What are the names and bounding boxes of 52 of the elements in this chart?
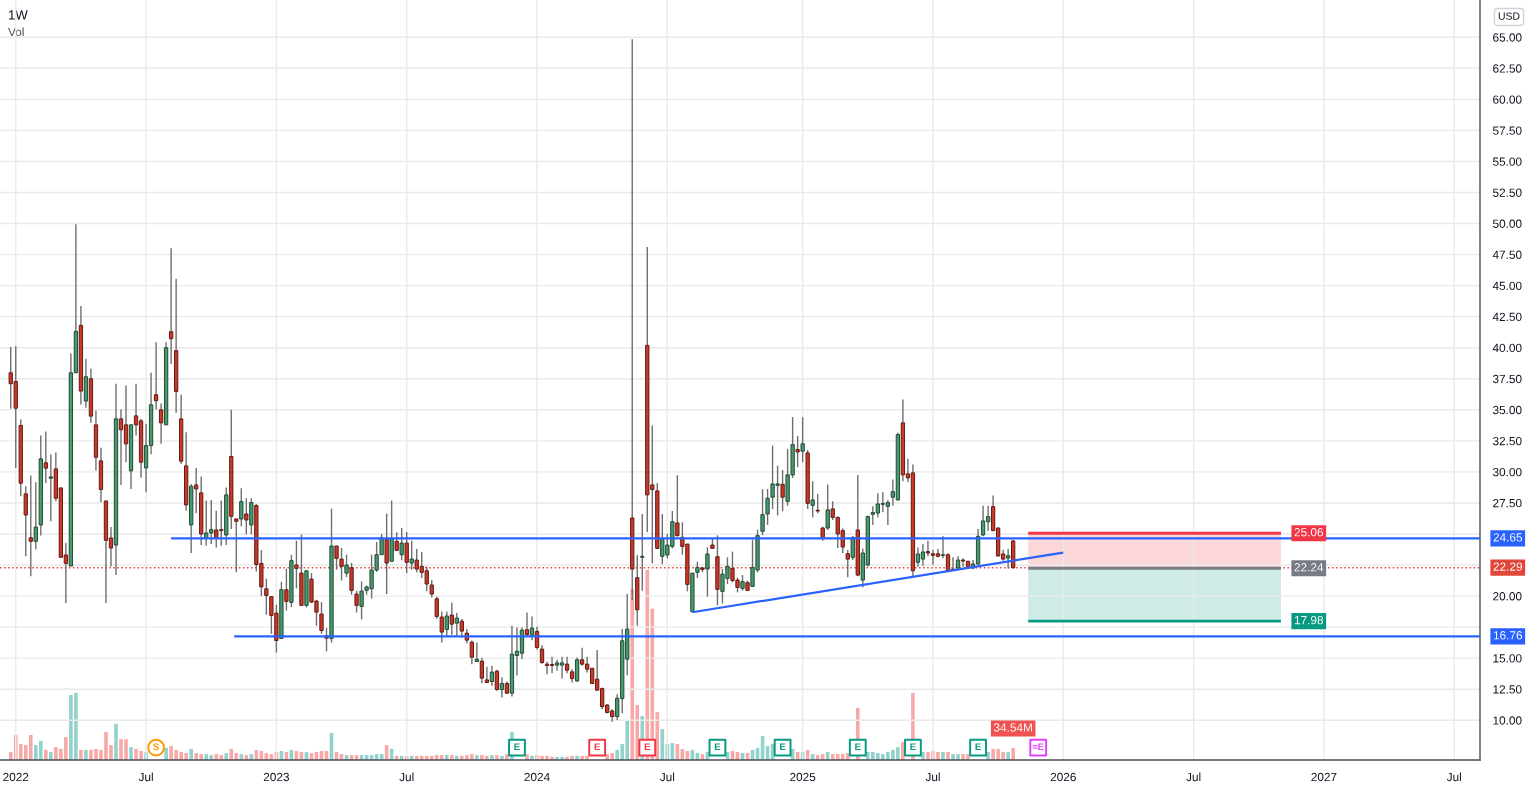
x-tick-label: Jul [1186, 772, 1201, 782]
x-tick-label: Jul [399, 772, 414, 782]
ref-line-label: 22.29 [1493, 562, 1522, 571]
text: Vol [8, 27, 24, 37]
y-tick-label: 62.50 [1493, 64, 1522, 73]
y-tick-label: 57.50 [1492, 126, 1522, 135]
y-tick-label: 12.50 [1493, 685, 1522, 694]
y-tick-label: 37.50 [1492, 374, 1522, 384]
y-tick-label: 60.00 [1493, 95, 1522, 104]
data-label: E [594, 743, 601, 751]
y-tick-label: 50.00 [1492, 219, 1522, 228]
x-tick-label: 2026 [1050, 772, 1076, 782]
x-tick-label: 2024 [524, 772, 550, 782]
y-tick-label: 40.00 [1492, 343, 1522, 353]
data-label: E [514, 743, 520, 751]
x-tick-label: Jul [659, 772, 675, 782]
data-label: 17.98 [1294, 615, 1324, 625]
y-axis-title: USD [1498, 12, 1520, 20]
y-tick-label: 32.50 [1492, 436, 1522, 446]
y-tick-label: 15.00 [1493, 654, 1522, 663]
y-tick-label: 35.00 [1492, 405, 1522, 415]
y-tick-label: 65.00 [1493, 33, 1522, 42]
y-tick-label: 30.00 [1492, 467, 1522, 477]
data-label: 34.54M [993, 723, 1032, 732]
data-label: E [780, 743, 786, 751]
text: 1W [9, 10, 28, 20]
data-label: E [714, 743, 721, 751]
data-label: 24.65 [1493, 533, 1523, 542]
x-tick-label: Jul [1446, 772, 1461, 782]
y-tick-label: 45.00 [1492, 281, 1522, 291]
x-tick-label: Jul [925, 772, 940, 782]
x-tick-label: 2023 [263, 772, 289, 782]
x-tick-label: Jul [138, 772, 153, 782]
y-tick-label: 10.00 [1493, 716, 1522, 725]
x-tick-label: 2025 [790, 772, 816, 782]
x-tick-label: 2027 [1311, 772, 1337, 782]
data-label: E [910, 743, 916, 751]
data-label: 25.06 [1294, 528, 1324, 537]
y-tick-label: 20.00 [1493, 592, 1522, 601]
x-tick-label: 2022 [3, 772, 29, 782]
y-tick-label: 47.50 [1492, 250, 1522, 259]
y-tick-label: 27.50 [1493, 498, 1522, 508]
y-tick-label: 55.00 [1492, 157, 1522, 166]
data-label: E [855, 743, 861, 751]
data-label: E [644, 743, 651, 751]
data-label: E [975, 743, 981, 751]
y-tick-label: 52.50 [1492, 188, 1522, 197]
data-label: S [153, 743, 159, 751]
data-label: 16.76 [1493, 631, 1523, 640]
data-label: 22.24 [1294, 563, 1324, 572]
data-label: ≈E [1032, 743, 1044, 751]
y-tick-label: 42.50 [1492, 312, 1522, 322]
